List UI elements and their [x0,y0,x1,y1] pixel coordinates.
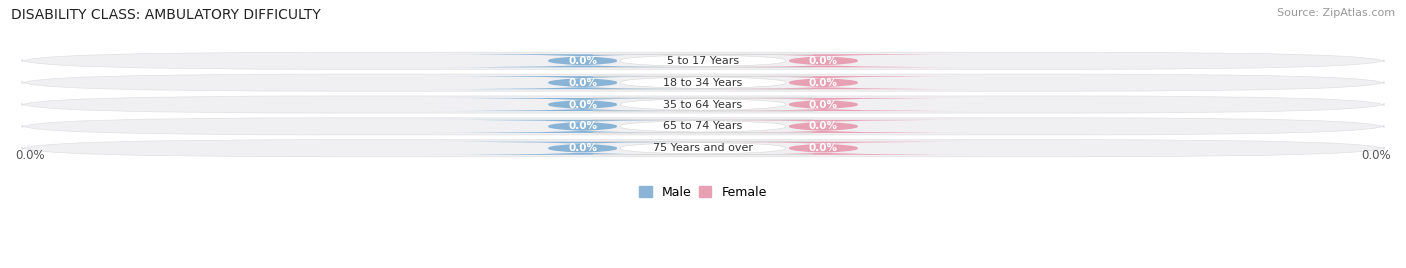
FancyBboxPatch shape [425,142,741,155]
FancyBboxPatch shape [425,76,741,89]
Text: 0.0%: 0.0% [568,121,598,131]
Text: 0.0%: 0.0% [15,150,45,162]
Text: 0.0%: 0.0% [808,99,838,110]
FancyBboxPatch shape [665,120,981,133]
Text: 0.0%: 0.0% [568,78,598,88]
FancyBboxPatch shape [593,98,813,111]
FancyBboxPatch shape [665,76,981,89]
Text: 0.0%: 0.0% [1361,150,1391,162]
Text: 0.0%: 0.0% [808,143,838,153]
Text: 18 to 34 Years: 18 to 34 Years [664,78,742,88]
Text: 0.0%: 0.0% [808,78,838,88]
Text: 0.0%: 0.0% [808,56,838,66]
Text: 0.0%: 0.0% [568,56,598,66]
FancyBboxPatch shape [22,118,1384,135]
FancyBboxPatch shape [22,52,1384,69]
Text: 5 to 17 Years: 5 to 17 Years [666,56,740,66]
FancyBboxPatch shape [593,54,813,67]
FancyBboxPatch shape [22,96,1384,113]
FancyBboxPatch shape [665,98,981,111]
Text: 0.0%: 0.0% [808,121,838,131]
Text: 0.0%: 0.0% [568,99,598,110]
Text: DISABILITY CLASS: AMBULATORY DIFFICULTY: DISABILITY CLASS: AMBULATORY DIFFICULTY [11,8,321,22]
FancyBboxPatch shape [593,76,813,89]
FancyBboxPatch shape [593,142,813,155]
FancyBboxPatch shape [425,54,741,67]
FancyBboxPatch shape [425,120,741,133]
FancyBboxPatch shape [593,120,813,133]
Text: 35 to 64 Years: 35 to 64 Years [664,99,742,110]
FancyBboxPatch shape [22,74,1384,91]
FancyBboxPatch shape [665,54,981,67]
Text: 0.0%: 0.0% [568,143,598,153]
FancyBboxPatch shape [665,142,981,155]
Text: 65 to 74 Years: 65 to 74 Years [664,121,742,131]
FancyBboxPatch shape [425,98,741,111]
FancyBboxPatch shape [22,140,1384,157]
Text: 75 Years and over: 75 Years and over [652,143,754,153]
Text: Source: ZipAtlas.com: Source: ZipAtlas.com [1277,8,1395,18]
Legend: Male, Female: Male, Female [640,186,766,199]
